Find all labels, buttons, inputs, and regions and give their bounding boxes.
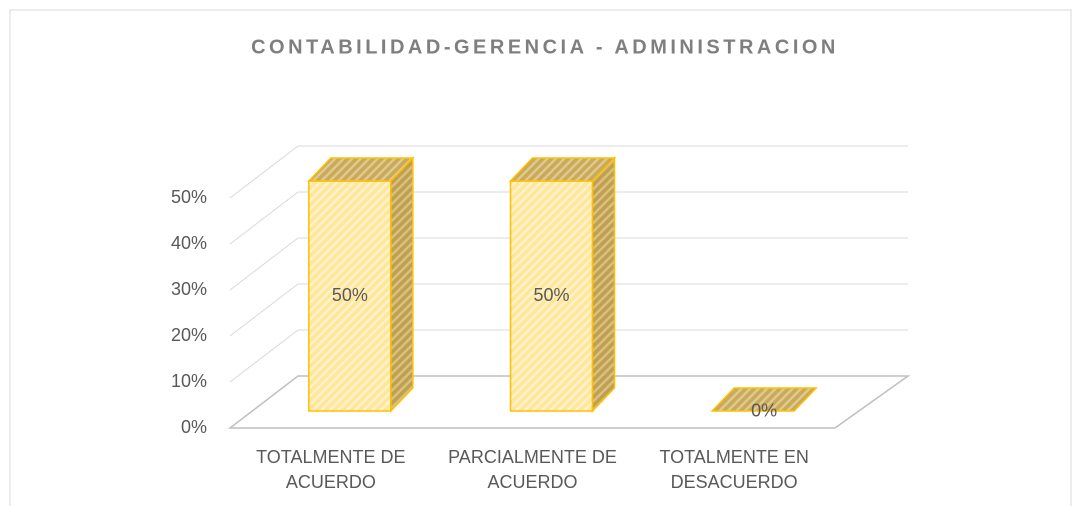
- grid-line: [229, 329, 299, 383]
- grid-line: [229, 237, 299, 291]
- chart-title: CONTABILIDAD-GERENCIA - ADMINISTRACION: [251, 36, 839, 58]
- x-tick-label: PARCIALMENTE DE ACUERDO: [448, 447, 617, 492]
- chart-border: [9, 9, 1072, 506]
- floor: [227, 375, 911, 429]
- bar-top: [710, 387, 818, 412]
- y-tick-label: 0%: [181, 417, 207, 437]
- bar-top: [307, 157, 415, 182]
- y-tick-label: 20%: [171, 325, 207, 345]
- value-label: 50%: [533, 285, 569, 305]
- grid-line: [229, 191, 299, 245]
- grid-line: [229, 145, 299, 199]
- x-tick-label: TOTALMENTE EN DESACUERDO: [659, 447, 809, 492]
- value-label: 0%: [751, 400, 777, 420]
- bar-side: [390, 156, 414, 413]
- value-label: 50%: [332, 285, 368, 305]
- y-tick-label: 30%: [171, 279, 207, 299]
- bar-top: [508, 157, 617, 182]
- y-tick-label: 10%: [171, 371, 207, 391]
- grid-line: [229, 283, 299, 337]
- y-tick-label: 40%: [171, 233, 207, 253]
- y-tick-label: 50%: [171, 187, 207, 207]
- x-tick-label: TOTALMENTE DE ACUERDO: [256, 447, 406, 492]
- bar-side: [591, 156, 616, 413]
